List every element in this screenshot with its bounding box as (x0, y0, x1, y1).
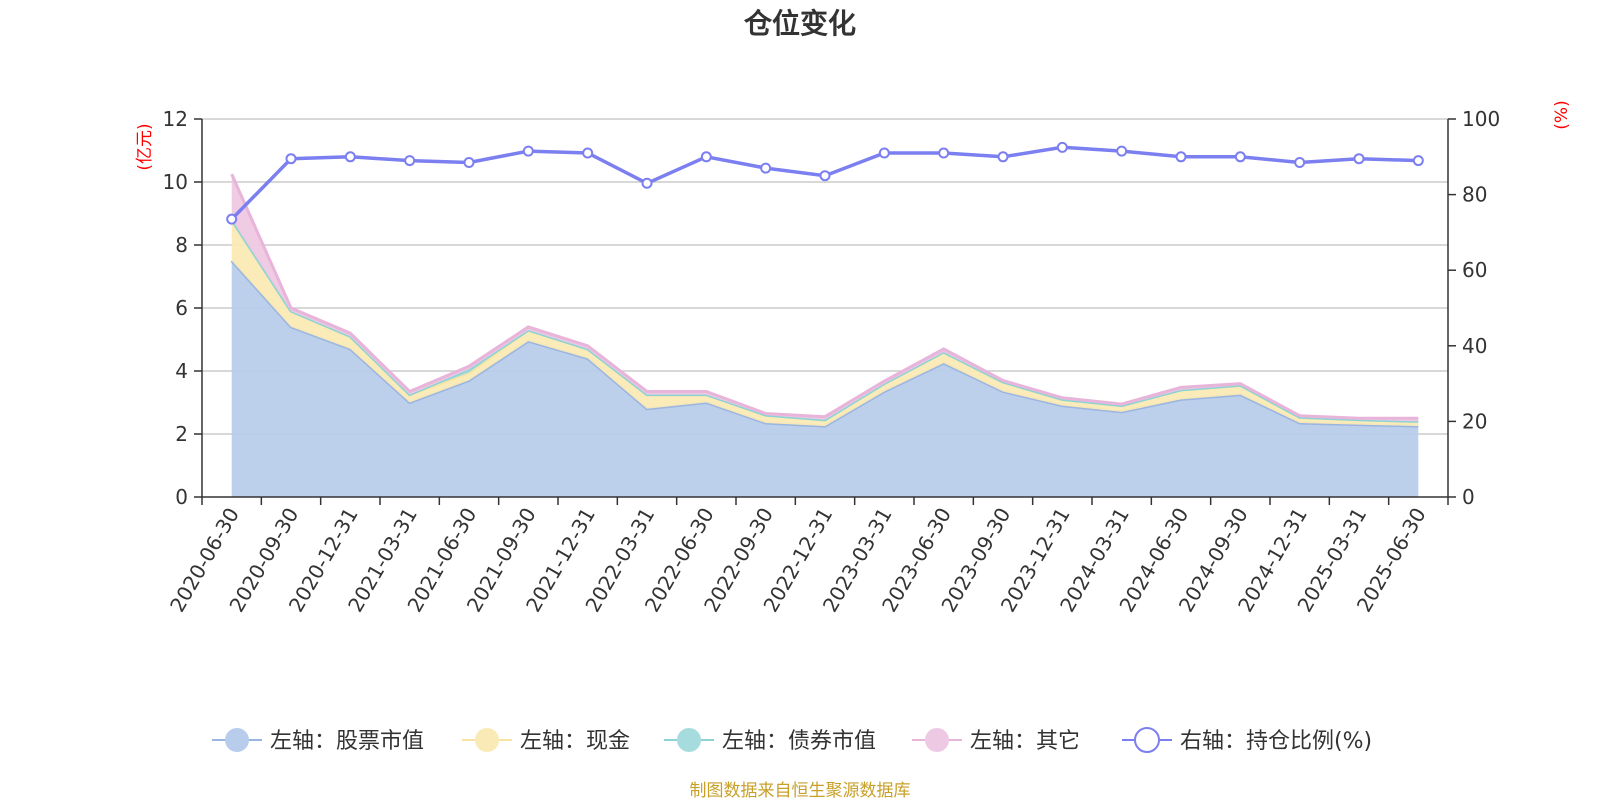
ratio-point (641, 177, 653, 189)
ratio-point (1353, 153, 1365, 165)
right-axis-tick-label: 0 (1462, 485, 1475, 509)
left-axis-tick-label: 0 (175, 485, 188, 509)
area-edge-左轴：其它 (230, 173, 1419, 420)
legend-label: 左轴：现金 (520, 729, 630, 754)
right-axis-unit: (%) (1552, 100, 1572, 129)
legend-marker (475, 728, 499, 752)
stacked-areas (230, 173, 1419, 497)
ratio-point (700, 151, 712, 163)
legend-label: 左轴：其它 (970, 729, 1080, 754)
area-左轴：股票市值 (231, 260, 1419, 497)
right-axis-tick-label: 40 (1462, 334, 1487, 358)
ratio-point (1234, 151, 1246, 163)
ratio-point (285, 153, 297, 165)
ratio-point (997, 151, 1009, 163)
left-axis-tick-label: 6 (175, 296, 188, 320)
ratio-point (344, 151, 356, 163)
legend: 左轴：股票市值 左轴：现金 左轴：债券市值 左轴：其它 右轴：持仓比例(%) (212, 727, 1372, 754)
ratio-point (878, 147, 890, 159)
legend-label: 左轴：债券市值 (722, 729, 876, 754)
right-axis-tick-label: 100 (1462, 107, 1500, 131)
ratio-point (522, 145, 534, 157)
right-axis-tick-label: 20 (1462, 409, 1487, 433)
ratio-point (819, 170, 831, 182)
legend-marker (677, 728, 701, 752)
chart-title: 仓位变化 (744, 7, 856, 40)
ratio-point (463, 156, 475, 168)
legend-label: 左轴：股票市值 (270, 729, 424, 754)
legend-label: 右轴：持仓比例(%) (1180, 729, 1372, 754)
ratio-point (582, 147, 594, 159)
ratio-line (226, 141, 1424, 225)
ratio-point (1175, 151, 1187, 163)
ratio-point (404, 155, 416, 167)
ratio-point (1412, 155, 1424, 167)
left-axis-tick-label: 8 (175, 233, 188, 257)
legend-marker (925, 728, 949, 752)
left-axis-tick-label: 12 (163, 107, 188, 131)
ratio-point (1116, 145, 1128, 157)
legend-marker (1134, 727, 1160, 753)
left-axis-tick-label: 2 (175, 422, 188, 446)
ratio-point (1056, 141, 1068, 153)
left-axis-tick-label: 10 (163, 170, 188, 194)
ratio-point (760, 162, 772, 174)
right-axis-tick-label: 80 (1462, 183, 1487, 207)
ratio-point (226, 213, 238, 225)
right-axis-tick-label: 60 (1462, 258, 1487, 282)
ratio-point (938, 147, 950, 159)
ratio-point (1294, 156, 1306, 168)
left-axis-tick-label: 4 (175, 359, 188, 383)
legend-marker (225, 728, 249, 752)
data-source-note: 制图数据来自恒生聚源数据库 (690, 781, 911, 800)
left-axis-unit: (亿元) (135, 123, 155, 170)
